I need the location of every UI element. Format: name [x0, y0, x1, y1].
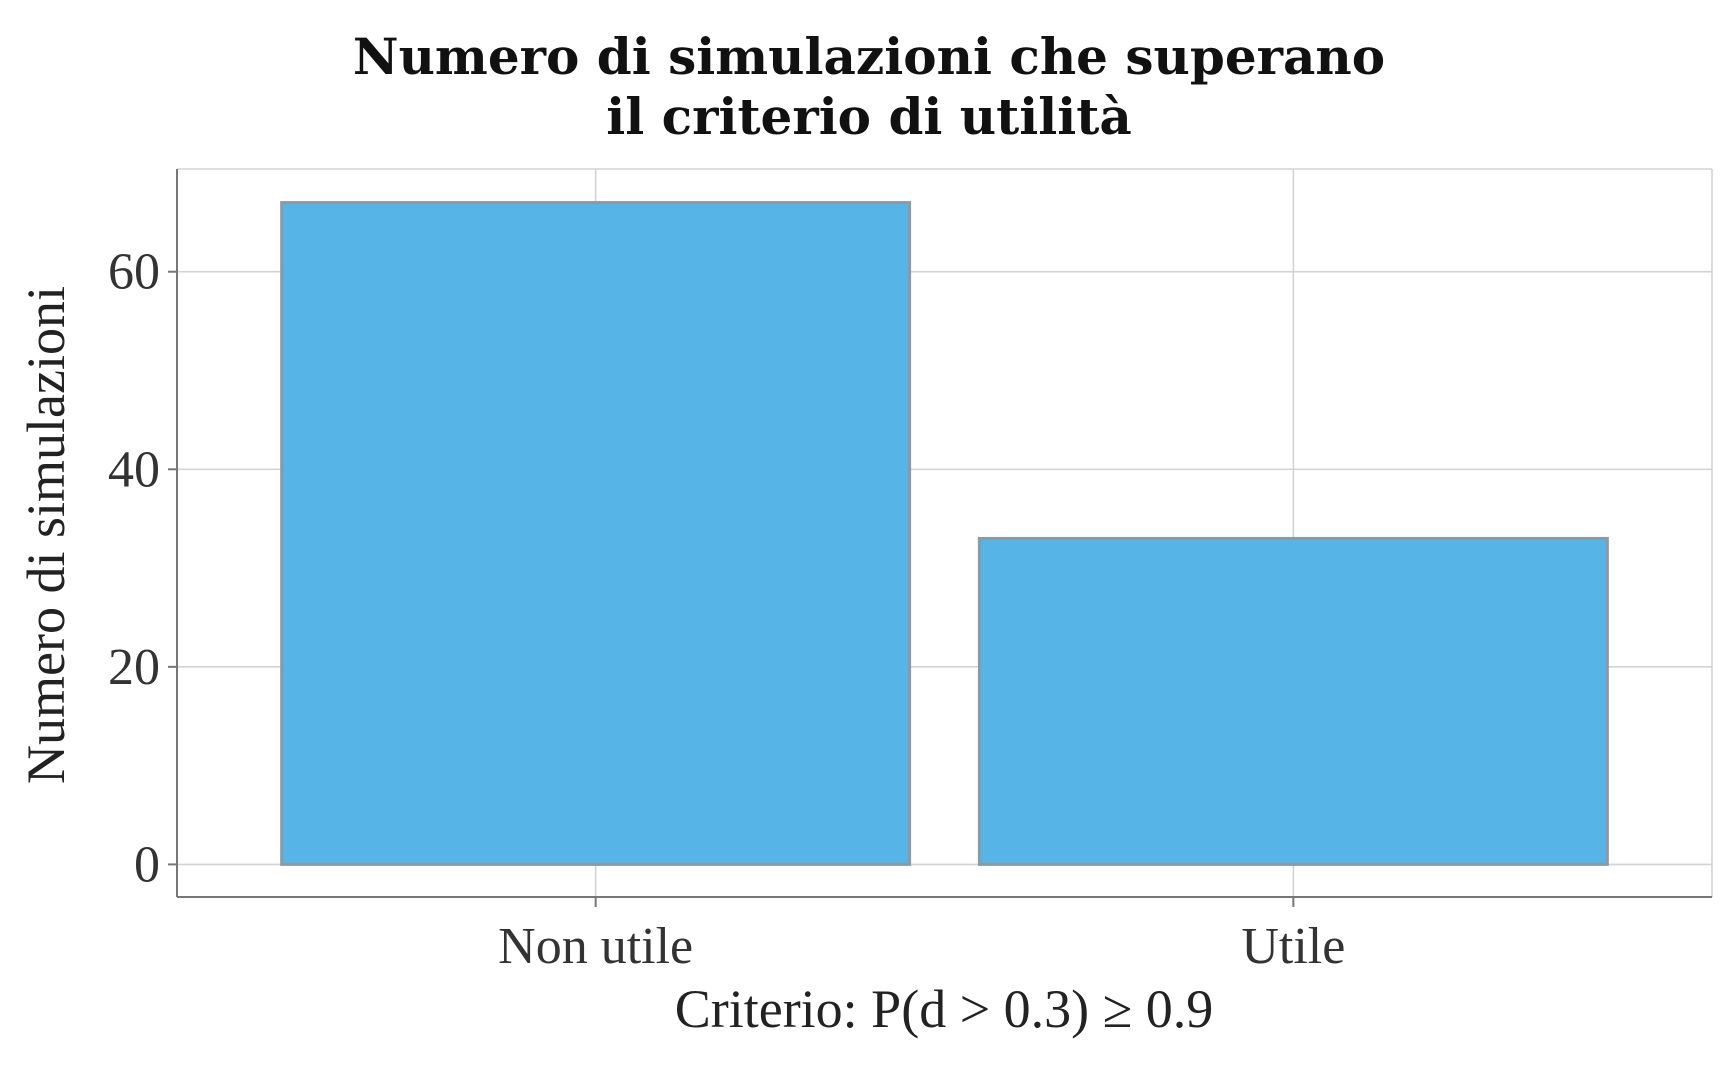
chart-title-line-2: il criterio di utilità	[606, 87, 1131, 146]
bar-non-utile	[280, 201, 912, 866]
plot-area: 0 20 40 60 Non utile Utile	[108, 168, 1713, 975]
chart-title-line-1: Numero di simulazioni che superano	[353, 27, 1385, 86]
y-axis-title: Numero di simulazioni	[16, 286, 76, 784]
y-tick-label: 40	[108, 441, 160, 498]
x-tick-label: Non utile	[498, 918, 693, 975]
y-tick-label: 20	[108, 639, 160, 696]
y-tick-label: 60	[108, 244, 160, 301]
x-tick-label: Utile	[1241, 918, 1345, 975]
x-axis-title: Criterio: P(d > 0.3) ≥ 0.9	[675, 979, 1214, 1039]
bar-utile	[977, 536, 1609, 866]
y-tick-label: 0	[134, 836, 160, 893]
